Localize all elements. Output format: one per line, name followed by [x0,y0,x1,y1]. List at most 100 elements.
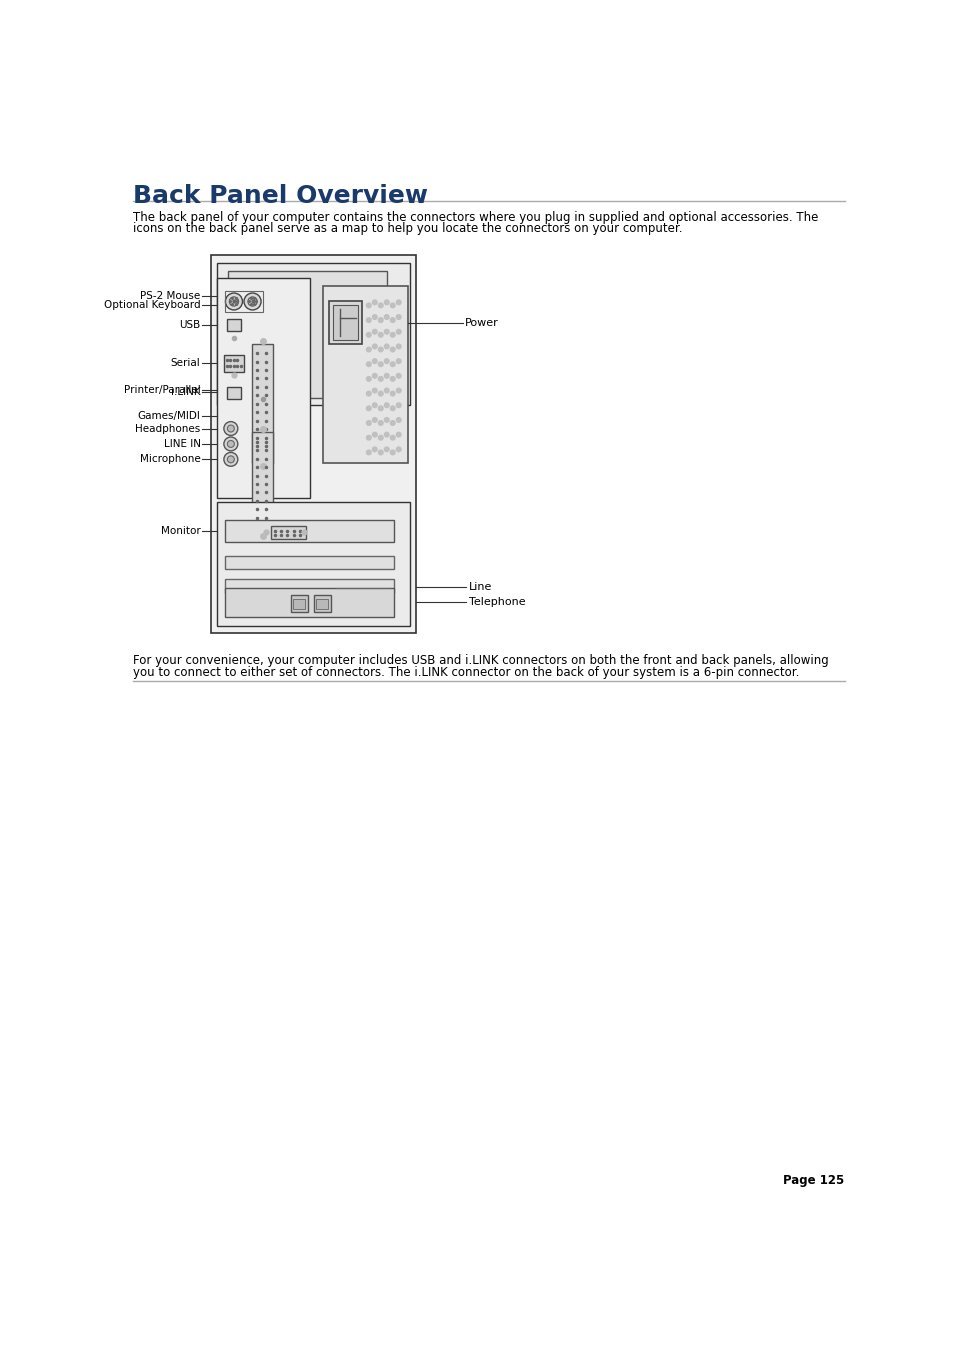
Text: PS-2 Mouse: PS-2 Mouse [140,290,200,301]
Text: Printer/Parallel: Printer/Parallel [124,385,200,394]
Bar [271,527,306,539]
Circle shape [384,373,389,378]
Circle shape [378,377,383,381]
Circle shape [378,407,383,411]
Circle shape [372,403,376,408]
Bar [224,290,263,312]
Circle shape [378,347,383,351]
Circle shape [390,435,395,440]
Text: Back Panel Overview: Back Panel Overview [133,185,428,208]
Circle shape [366,435,371,440]
Bar [323,286,408,463]
Circle shape [244,293,261,309]
Text: Telephone: Telephone [468,597,525,607]
Circle shape [366,392,371,396]
Circle shape [378,450,383,455]
Circle shape [378,362,383,366]
Circle shape [229,297,238,307]
Circle shape [390,407,395,411]
Circle shape [378,392,383,396]
Text: icons on the back panel serve as a map to help you locate the connectors on your: icons on the back panel serve as a map t… [133,222,682,235]
Circle shape [378,332,383,338]
Text: Games/MIDI: Games/MIDI [137,411,200,422]
Bar [293,598,305,609]
Circle shape [395,315,400,319]
Bar [227,386,241,399]
Circle shape [395,373,400,378]
Circle shape [378,303,383,308]
Circle shape [366,420,371,426]
Bar [224,588,394,617]
Circle shape [372,373,376,378]
Text: Page 125: Page 125 [782,1174,843,1188]
Text: USB: USB [179,320,200,330]
Circle shape [384,300,389,304]
Circle shape [395,432,400,436]
Circle shape [390,392,395,396]
Circle shape [378,420,383,426]
Circle shape [372,417,376,423]
Text: i.LINK: i.LINK [171,388,200,397]
Circle shape [395,359,400,363]
Circle shape [384,359,389,363]
Bar [224,354,244,372]
Circle shape [372,359,376,363]
Circle shape [366,362,371,366]
Circle shape [390,317,395,323]
Circle shape [227,455,234,463]
Circle shape [366,407,371,411]
Bar [216,278,310,497]
Circle shape [384,345,389,349]
Text: Power: Power [464,317,498,328]
Circle shape [384,403,389,408]
Circle shape [372,432,376,436]
Circle shape [372,447,376,451]
Circle shape [372,345,376,349]
Circle shape [384,315,389,319]
Circle shape [390,332,395,338]
Bar [315,598,328,609]
Circle shape [384,330,389,334]
Text: Monitor: Monitor [161,526,200,536]
Circle shape [227,440,234,447]
Bar [252,432,274,532]
Bar [291,594,307,612]
Circle shape [224,422,237,435]
Text: you to connect to either set of connectors. The i.LINK connector on the back of : you to connect to either set of connecto… [133,666,799,680]
Text: Microphone: Microphone [140,454,200,465]
Circle shape [395,300,400,304]
Circle shape [248,297,257,307]
Bar [224,520,394,542]
Circle shape [395,388,400,393]
Circle shape [366,377,371,381]
Circle shape [395,330,400,334]
Circle shape [224,453,237,466]
Text: Headphones: Headphones [135,424,200,434]
Text: Serial: Serial [171,358,200,367]
Circle shape [366,303,371,308]
Circle shape [384,417,389,423]
Bar [216,263,410,405]
Text: Optional Keyboard: Optional Keyboard [104,300,200,311]
Bar [216,501,410,627]
Circle shape [372,388,376,393]
Bar [227,319,241,331]
Circle shape [366,347,371,351]
Circle shape [366,450,371,455]
Bar [224,578,394,593]
Circle shape [372,315,376,319]
Bar [211,255,416,632]
Circle shape [224,436,237,451]
Circle shape [390,303,395,308]
Circle shape [366,317,371,323]
Bar [333,305,357,340]
Text: For your convenience, your computer includes USB and i.LINK connectors on both t: For your convenience, your computer incl… [133,654,828,667]
Circle shape [372,330,376,334]
Circle shape [395,447,400,451]
Circle shape [390,450,395,455]
Circle shape [390,362,395,366]
Circle shape [372,300,376,304]
Circle shape [366,332,371,338]
Circle shape [390,420,395,426]
Circle shape [395,417,400,423]
